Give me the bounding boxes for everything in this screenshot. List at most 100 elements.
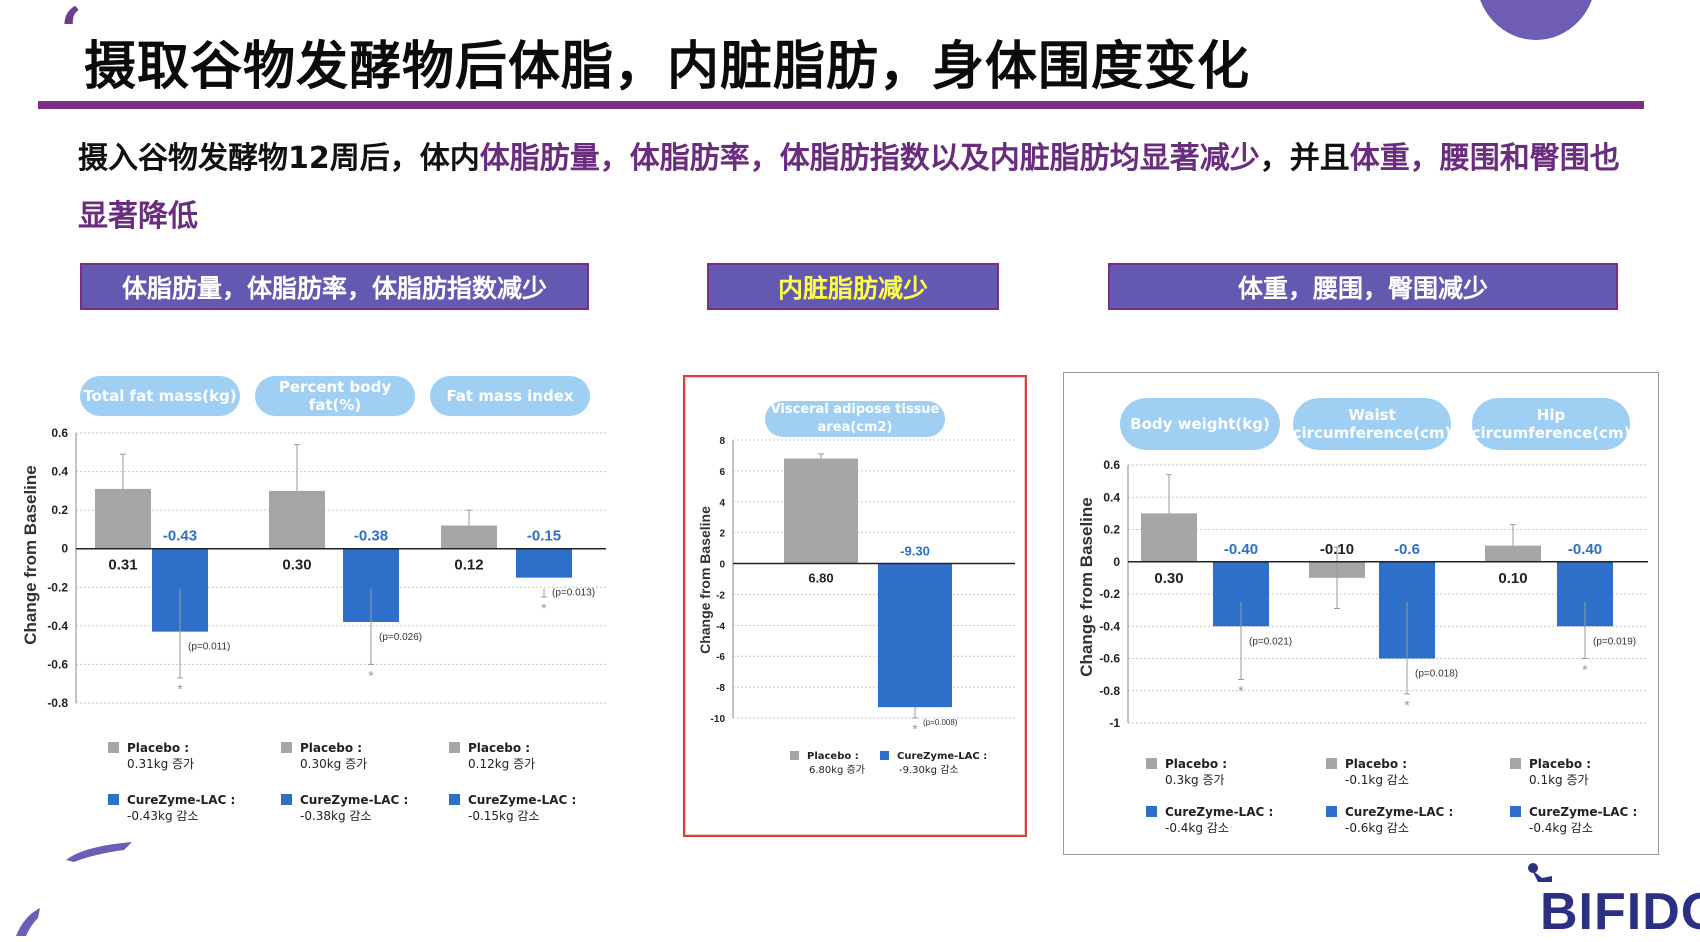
placebo-swatch bbox=[790, 751, 799, 760]
y-tick-label: 6 bbox=[719, 467, 725, 478]
y-tick-label: 0.6 bbox=[1103, 458, 1120, 472]
y-tick-label: -4 bbox=[716, 621, 725, 632]
legend-label: CureZyme-LAC : bbox=[1165, 805, 1274, 819]
p-value-label: (p=0.019) bbox=[1593, 636, 1636, 647]
y-axis-title: Change from Baseline bbox=[1077, 497, 1096, 677]
y-tick-label: -0.6 bbox=[47, 657, 68, 671]
legend-label: CureZyme-LAC : bbox=[897, 751, 988, 762]
y-axis-title: Change from Baseline bbox=[697, 506, 713, 654]
legend-value: 0.12kg 증가 bbox=[468, 757, 536, 771]
category-pill: Fat mass index bbox=[430, 376, 590, 416]
data-label-placebo: 0.31 bbox=[108, 557, 137, 574]
bar-curezyme bbox=[516, 548, 572, 578]
bar-placebo bbox=[784, 458, 858, 564]
curezyme-swatch bbox=[1510, 806, 1521, 817]
p-value-label: (p=0.011) bbox=[188, 642, 230, 653]
legend-value: -0.15kg 감소 bbox=[468, 809, 540, 823]
legend-value: 0.3kg 증가 bbox=[1165, 773, 1225, 787]
legend-value: -0.43kg 감소 bbox=[127, 809, 199, 823]
y-tick-label: -2 bbox=[716, 590, 725, 601]
legend-group: CureZyme-LAC : -9.30kg 감소 bbox=[880, 750, 987, 778]
legend-label: Placebo : bbox=[127, 741, 190, 755]
legend-group: Placebo : 0.31kg 증가 CureZyme-LAC : -0.43kg… bbox=[108, 740, 235, 824]
legend-group: Placebo : 0.30kg 증가 CureZyme-LAC : -0.38kg… bbox=[281, 740, 408, 824]
legend-label: Placebo : bbox=[1165, 757, 1228, 771]
y-tick-label: -1 bbox=[1109, 716, 1120, 730]
bar-curezyme bbox=[878, 563, 952, 708]
data-label-curezyme: -0.6 bbox=[1394, 541, 1420, 558]
summary-text: 摄入谷物发酵物12周后，体内体脂肪量，体脂肪率，体脂肪指数以及内脏脂肪均显著减少… bbox=[78, 130, 1648, 246]
bar-placebo bbox=[269, 490, 325, 549]
p-value-label: (p=0.008) bbox=[923, 718, 958, 727]
y-tick-label: 8 bbox=[719, 436, 725, 447]
category-pill: Visceral adipose tissue area(cm2) bbox=[765, 401, 945, 437]
p-value-label: (p=0.013) bbox=[552, 588, 595, 599]
y-tick-label: -0.4 bbox=[1099, 619, 1120, 633]
legend-value: 0.30kg 증가 bbox=[300, 757, 368, 771]
significance-mark: * bbox=[541, 600, 547, 616]
placebo-swatch bbox=[281, 742, 292, 753]
legend-value: 0.1kg 증가 bbox=[1529, 773, 1589, 787]
y-axis-title: Change from Baseline bbox=[21, 465, 40, 645]
significance-mark: * bbox=[1404, 697, 1410, 713]
data-label-placebo: 0.30 bbox=[282, 557, 311, 574]
decorative-brush-stroke bbox=[16, 908, 40, 936]
section-header-visceral-fat: 内脏脂肪减少 bbox=[707, 263, 999, 310]
y-tick-label: -0.8 bbox=[1099, 684, 1120, 698]
significance-mark: * bbox=[177, 681, 183, 697]
legend-value: -0.1kg 감소 bbox=[1345, 773, 1409, 787]
legend-label: CureZyme-LAC : bbox=[300, 793, 409, 807]
legend-label: Placebo : bbox=[300, 741, 363, 755]
curezyme-swatch bbox=[108, 794, 119, 805]
legend-label: Placebo : bbox=[468, 741, 531, 755]
y-tick-label: 4 bbox=[719, 498, 725, 509]
section-header-body-size: 体重，腰围，臀围减少 bbox=[1108, 263, 1618, 310]
legend-value: 0.31kg 증가 bbox=[127, 757, 195, 771]
legend-label: CureZyme-LAC : bbox=[468, 793, 577, 807]
legend-group: Placebo : 6.80kg 증가 bbox=[790, 750, 865, 778]
y-tick-label: -0.2 bbox=[1099, 587, 1120, 601]
category-pill: Total fat mass(kg) bbox=[80, 376, 240, 416]
category-pill: Percent body fat(%) bbox=[255, 376, 415, 416]
bifido-logo-icon bbox=[1528, 863, 1552, 882]
curezyme-swatch bbox=[449, 794, 460, 805]
significance-mark: * bbox=[912, 721, 918, 737]
placebo-swatch bbox=[1146, 758, 1157, 769]
quote-mark-icon: ‘ bbox=[60, 0, 83, 69]
bar-placebo bbox=[1141, 513, 1197, 562]
visceral-chart-frame bbox=[683, 375, 1027, 837]
category-pill: Body weight(kg) bbox=[1120, 398, 1280, 450]
y-tick-label: -0.6 bbox=[1099, 652, 1120, 666]
legend-group: Placebo : -0.1kg 감소 CureZyme-LAC : -0.6kg … bbox=[1326, 756, 1453, 836]
placebo-swatch bbox=[449, 742, 460, 753]
legend-value: -9.30kg 감소 bbox=[899, 765, 959, 776]
legend-value: 6.80kg 증가 bbox=[809, 765, 865, 776]
legend-group: Placebo : 0.1kg 증가 CureZyme-LAC : -0.4kg 감… bbox=[1510, 756, 1637, 836]
y-tick-label: -0.2 bbox=[47, 580, 68, 594]
bar-placebo bbox=[95, 488, 151, 549]
brand-logo-text: BIFIDO bbox=[1540, 883, 1700, 941]
legend-value: -0.6kg 감소 bbox=[1345, 821, 1409, 835]
p-value-label: (p=0.021) bbox=[1249, 636, 1292, 647]
category-pill: Waist circumference(cm) bbox=[1293, 398, 1451, 450]
data-label-curezyme: -0.38 bbox=[354, 528, 388, 545]
summary-highlight: 体脂肪量，体脂肪率，体脂肪指数以及内脏脂肪均显著减少 bbox=[479, 141, 1260, 176]
bar-placebo bbox=[1485, 545, 1541, 562]
y-tick-label: 0.4 bbox=[1103, 490, 1120, 504]
curezyme-swatch bbox=[281, 794, 292, 805]
bar-placebo bbox=[441, 525, 497, 549]
significance-mark: * bbox=[1238, 682, 1244, 698]
legend-group: Placebo : 0.3kg 증가 CureZyme-LAC : -0.4kg 감… bbox=[1146, 756, 1273, 836]
data-label-placebo: 0.12 bbox=[454, 557, 483, 574]
y-tick-label: 0 bbox=[719, 560, 725, 571]
data-label-placebo: 6.80 bbox=[808, 571, 833, 586]
legend-label: Placebo : bbox=[1529, 757, 1592, 771]
summary-part: 摄入谷物发酵物12周后，体内 bbox=[78, 141, 480, 176]
data-label-curezyme: -0.15 bbox=[527, 528, 561, 545]
category-pill: Hip circumference(cm) bbox=[1472, 398, 1630, 450]
p-value-label: (p=0.026) bbox=[379, 632, 422, 643]
y-tick-label: 0 bbox=[61, 542, 68, 556]
curezyme-swatch bbox=[880, 751, 889, 760]
data-label-placebo: 0.10 bbox=[1498, 570, 1527, 587]
